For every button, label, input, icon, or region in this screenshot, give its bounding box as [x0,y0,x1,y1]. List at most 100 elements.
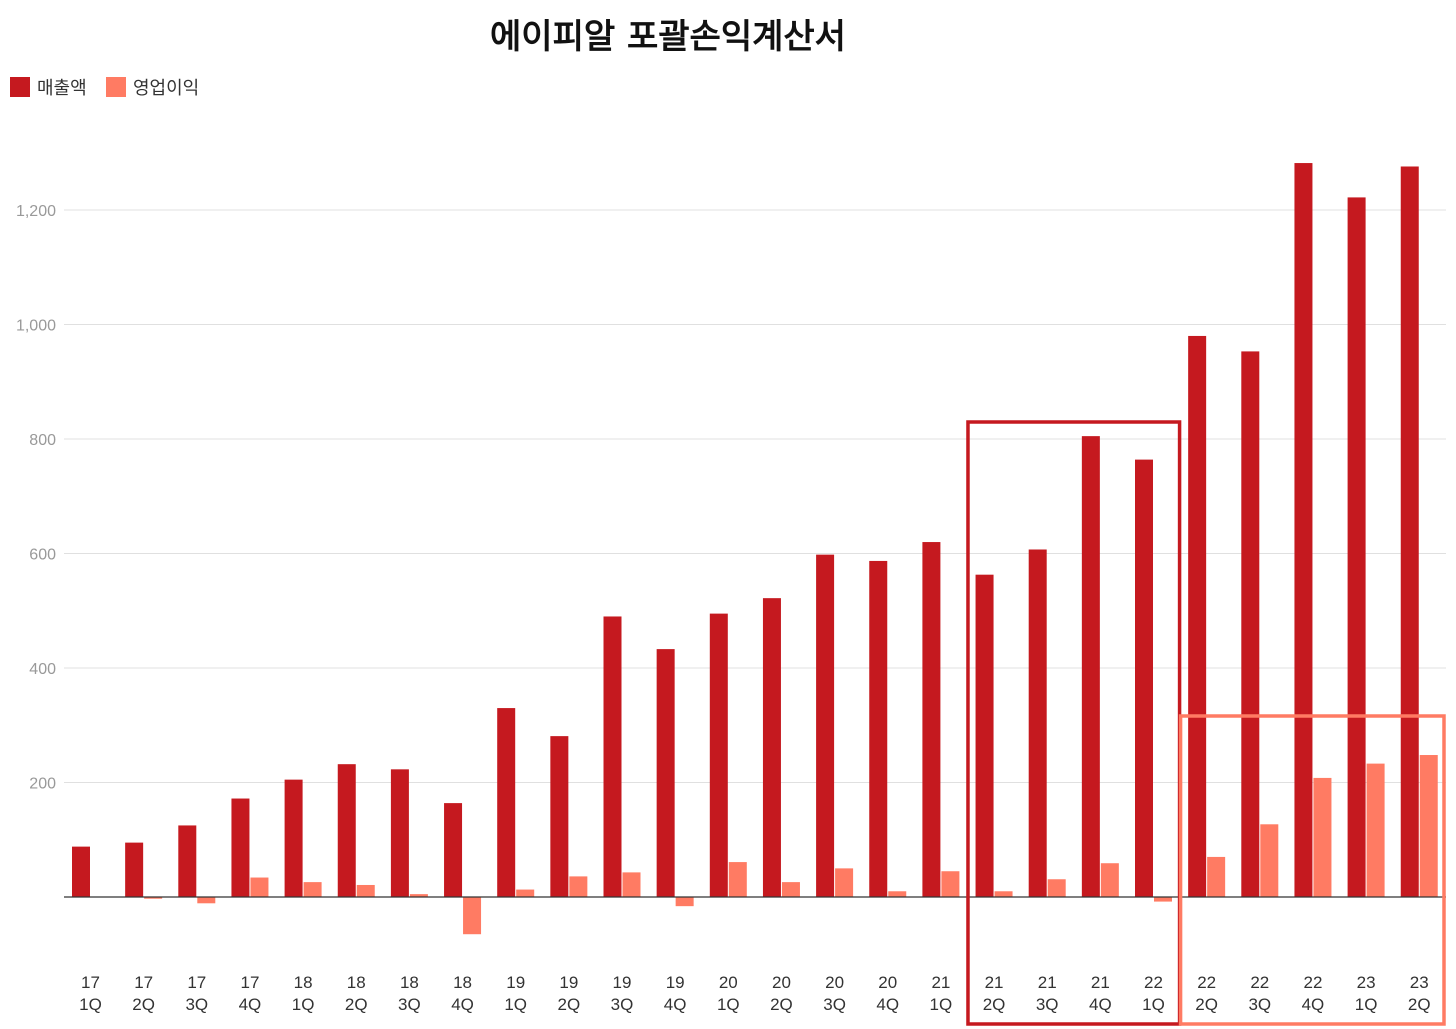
bar-revenue [125,842,144,897]
bar-revenue [1135,459,1153,897]
x-tick-label-quarter: 3Q [1036,995,1059,1014]
bar-revenue [1347,197,1366,897]
x-tick-label-year: 20 [772,973,791,992]
x-tick-label-quarter: 2Q [770,995,793,1014]
x-tick-label-year: 21 [1038,973,1057,992]
bar-revenue [444,803,463,897]
x-tick-label-quarter: 1Q [1355,995,1378,1014]
bars [72,163,1438,935]
bar-revenue [284,779,303,897]
bar-revenue [975,574,994,897]
bar-operating-profit [941,871,960,897]
x-tick-label-year: 19 [506,973,525,992]
bar-operating-profit [1260,824,1279,897]
bar-operating-profit [994,891,1013,897]
bar-operating-profit [303,882,322,897]
bar-operating-profit [835,868,854,897]
legend-swatch [10,77,30,97]
x-tick-label-quarter: 3Q [823,995,846,1014]
x-tick-label-quarter: 4Q [239,995,262,1014]
x-tick-label-year: 23 [1410,973,1429,992]
bar-operating-profit [1154,897,1172,902]
bar-operating-profit [728,862,747,897]
x-tick-label-year: 17 [187,973,206,992]
bar-revenue [178,825,197,897]
x-tick-label-quarter: 2Q [558,995,581,1014]
bar-operating-profit [516,889,535,897]
x-tick-label-quarter: 3Q [185,995,208,1014]
legend-label: 매출액 [37,78,87,99]
bar-revenue [72,846,90,897]
x-tick-label-year: 21 [985,973,1004,992]
bar-revenue [1294,163,1313,897]
bar-operating-profit [622,872,641,897]
bar-revenue [1400,166,1419,898]
x-tick-label-quarter: 4Q [1089,995,1112,1014]
legend-swatch [106,77,126,97]
x-tick-label-year: 18 [453,973,472,992]
x-tick-label-year: 22 [1303,973,1322,992]
bar-revenue [922,542,941,897]
x-tick-label-quarter: 3Q [398,995,421,1014]
highlight-boxes [966,420,1446,1026]
bar-revenue [656,649,675,897]
bar-operating-profit [1207,856,1226,897]
bar-operating-profit [1313,777,1332,897]
x-tick-label-year: 22 [1250,973,1269,992]
bar-revenue [1028,549,1047,897]
x-tick-label-year: 17 [81,973,100,992]
bar-operating-profit [1047,879,1066,897]
bar-operating-profit [1419,755,1438,897]
chart-title: 에이피알 포괄손익계산서 [490,17,846,57]
highlight-box [1178,714,1446,1026]
axes: 17 1Q 17 2Q 17 3Q 17 4Q 18 1Q 18 2Q 18 3Q 18 4Q 19 1Q 19 2Q… [64,896,1446,1014]
x-tick-label-quarter: 1Q [504,995,527,1014]
x-tick-label-quarter: 1Q [930,995,953,1014]
x-tick-label-year: 17 [134,973,153,992]
x-tick-label-quarter: 3Q [611,995,634,1014]
x-tick-label-quarter: 2Q [1195,995,1218,1014]
x-tick-label-quarter: 4Q [876,995,899,1014]
x-tick-label-quarter: 4Q [451,995,474,1014]
bar-operating-profit [569,876,588,897]
x-tick-label-year: 19 [613,973,632,992]
x-tick-label-year: 21 [931,973,950,992]
bar-revenue [337,764,356,897]
x-tick-label-year: 17 [240,973,259,992]
bar-operating-profit [675,897,694,907]
y-tick-label: 200 [29,776,56,793]
x-tick-label-year: 20 [719,973,738,992]
bar-revenue [869,560,888,897]
x-tick-label-year: 18 [294,973,313,992]
x-tick-label-quarter: 1Q [717,995,740,1014]
x-tick-label-year: 21 [1091,973,1110,992]
x-tick-label-year: 18 [347,973,366,992]
y-tick-label: 1,000 [16,318,56,335]
x-tick-label-quarter: 2Q [345,995,368,1014]
x-tick-label-quarter: 1Q [79,995,102,1014]
bar-revenue [390,769,409,897]
bar-operating-profit [1366,763,1385,897]
y-tick-label: 1,200 [16,203,56,220]
bar-revenue [709,613,728,897]
legend: 매출액 영업이익 [10,77,199,99]
bar-revenue [1188,335,1207,897]
bar-operating-profit [144,897,163,899]
x-tick-label-year: 18 [400,973,419,992]
bar-operating-profit [1100,863,1119,897]
bar-operating-profit [250,877,269,897]
x-tick-label-quarter: 2Q [1408,995,1431,1014]
x-tick-label-year: 22 [1197,973,1216,992]
y-tick-label: 400 [29,661,56,678]
bar-revenue [816,554,835,897]
x-tick-label-year: 20 [825,973,844,992]
bar-revenue [550,736,569,897]
x-tick-label-quarter: 4Q [1302,995,1325,1014]
y-tick-label: 600 [29,547,56,564]
x-tick-label-year: 22 [1144,973,1163,992]
gridlines: 200 400 600 800 1,000 1,200 [16,203,1446,793]
bar-operating-profit [888,891,907,897]
bar-operating-profit [197,897,216,904]
x-tick-label-year: 23 [1357,973,1376,992]
